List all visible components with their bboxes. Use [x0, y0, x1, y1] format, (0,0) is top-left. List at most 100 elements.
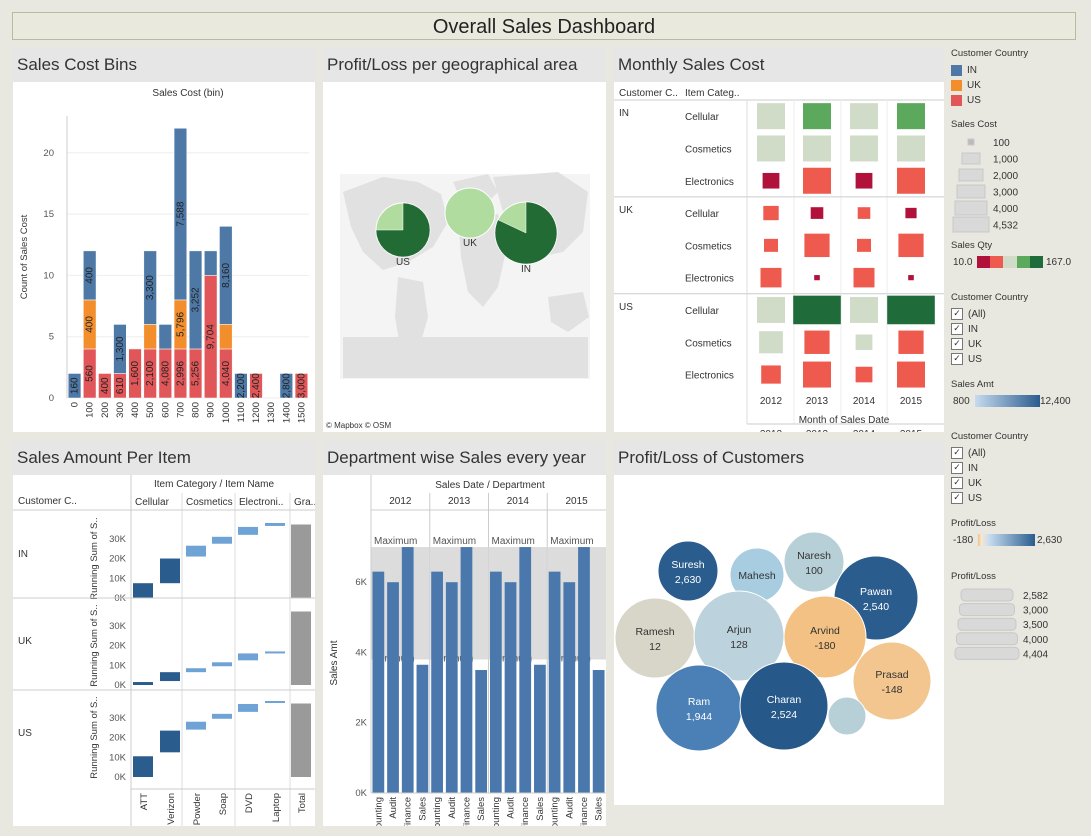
x-tick-label: 1000	[221, 402, 232, 423]
department-label: Finance	[403, 797, 414, 826]
checkbox[interactable]: ✓	[951, 323, 963, 336]
x-tick-label: 600	[160, 402, 171, 418]
category-label: Electronics	[685, 274, 734, 285]
heat-cell	[757, 103, 785, 130]
filter-option-all[interactable]: ✓ (All)	[951, 307, 1071, 322]
filter-option-in[interactable]: ✓ IN	[951, 461, 1071, 476]
department-label: Accounting	[432, 797, 443, 826]
bar	[563, 582, 576, 793]
bubble-name: Prasad	[875, 669, 908, 681]
data-label: 5,256	[191, 361, 202, 386]
y-tick-label: 10K	[109, 752, 127, 763]
heat-cell	[810, 207, 824, 219]
size-swatch	[959, 603, 1015, 617]
data-label: 2,996	[175, 361, 186, 386]
filter-option-us[interactable]: ✓ US	[951, 491, 1071, 506]
category-label: Electronics	[685, 177, 734, 188]
heat-cell	[803, 103, 831, 130]
bar	[578, 547, 590, 793]
department-sales-chart: Sales Date / Department2012MaximumMinimu…	[329, 475, 606, 826]
data-label: 3,300	[145, 275, 156, 300]
x-tick-label: 200	[100, 402, 111, 418]
customer-bubble	[783, 531, 845, 593]
heat-cell	[850, 135, 878, 162]
ramp-swatch	[1029, 256, 1044, 268]
year-label: 2013	[448, 496, 471, 507]
bubble-name: Suresh	[671, 559, 704, 571]
checkbox[interactable]: ✓	[951, 338, 963, 351]
waterfall-bar	[212, 536, 232, 544]
data-label: 2,200	[236, 373, 247, 398]
filter-option-us[interactable]: ✓ US	[951, 352, 1071, 367]
bubble-name: Arjun	[727, 624, 752, 636]
item-label: ATT	[139, 793, 150, 810]
checkbox[interactable]: ✓	[951, 353, 963, 366]
size-swatch	[956, 632, 1018, 646]
waterfall-bar	[133, 756, 153, 777]
pie-label: UK	[463, 238, 477, 249]
y-tick-label: 20K	[109, 641, 127, 652]
x-tick-label: 1500	[296, 402, 307, 423]
data-label: 1,300	[115, 336, 126, 361]
checkbox[interactable]: ✓	[951, 477, 963, 490]
checkbox[interactable]: ✓	[951, 462, 963, 475]
legend-item: US	[967, 95, 981, 106]
legend-title: Sales Cost	[951, 119, 997, 130]
bar	[416, 664, 429, 793]
panel-sales-cost-bins: Sales Cost Bins Sales Cost (bin) Count of…	[13, 48, 315, 432]
y-tick-label: 10	[43, 270, 54, 281]
x-tick-label: 800	[191, 402, 202, 418]
item-label: Powder	[192, 793, 203, 825]
x-tick-label: 1100	[236, 402, 247, 422]
chart-title: Sales Cost (bin)	[152, 88, 223, 99]
y-tick-label: 20K	[109, 554, 127, 565]
panel-title: Monthly Sales Cost	[614, 48, 944, 82]
bar	[401, 547, 414, 793]
checkbox[interactable]: ✓	[951, 447, 963, 460]
x-tick-label: 1200	[251, 402, 262, 423]
size-swatch	[967, 138, 975, 146]
category-label: Cellular	[685, 306, 720, 317]
filter-option-all[interactable]: ✓ (All)	[951, 446, 1071, 461]
y-axis-label: Running Sum of S..	[89, 517, 100, 599]
geo-map[interactable]: US UK IN © Mapbox © OSM	[323, 82, 606, 432]
ramp-swatch	[977, 256, 991, 268]
department-label: Sales	[417, 797, 428, 821]
waterfall-bar	[160, 558, 180, 584]
department-label: Sales	[476, 797, 487, 821]
legend-item: 1,000	[993, 155, 1018, 166]
bar	[534, 664, 546, 793]
legend-item: 4,000	[993, 204, 1018, 215]
waterfall-bar	[212, 713, 232, 719]
data-label: 4,040	[221, 361, 232, 386]
item-label: Soap	[218, 793, 229, 815]
filter-label: US	[968, 493, 982, 504]
heat-cell	[759, 331, 783, 354]
legend-item: UK	[967, 80, 981, 91]
bar-segment	[67, 373, 82, 399]
waterfall-bar	[186, 545, 206, 557]
bar-segment	[234, 373, 248, 399]
panel-geo: Profit/Loss per geographical area US UK IN…	[323, 48, 606, 432]
year-label: 2012	[760, 429, 783, 432]
filter-option-uk[interactable]: ✓ UK	[951, 337, 1071, 352]
checkbox[interactable]: ✓	[951, 308, 963, 321]
item-label: Total	[297, 793, 308, 813]
legend-sales-cost: Sales Cost 100 1,000 2,000 3,000 4,000 4,532	[951, 119, 1071, 237]
checkbox[interactable]: ✓	[951, 492, 963, 505]
panel-title: Profit/Loss of Customers	[614, 441, 944, 475]
bar-segment	[173, 128, 188, 301]
y-tick-label: 20K	[109, 733, 127, 744]
data-label: 400	[85, 267, 96, 284]
swatch-uk	[951, 79, 962, 91]
country-label: IN	[619, 108, 629, 119]
waterfall-bar	[160, 672, 180, 682]
filter-option-uk[interactable]: ✓ UK	[951, 476, 1071, 491]
waterfall-bar	[133, 682, 153, 685]
y-tick-label: 10K	[109, 660, 127, 671]
heat-cell	[857, 207, 871, 219]
panel-sales-amount: Sales Amount Per Item Item Category / It…	[13, 441, 315, 826]
filter-option-in[interactable]: ✓ IN	[951, 322, 1071, 337]
heat-cell	[898, 233, 924, 258]
department-label: Accounting	[373, 797, 384, 826]
